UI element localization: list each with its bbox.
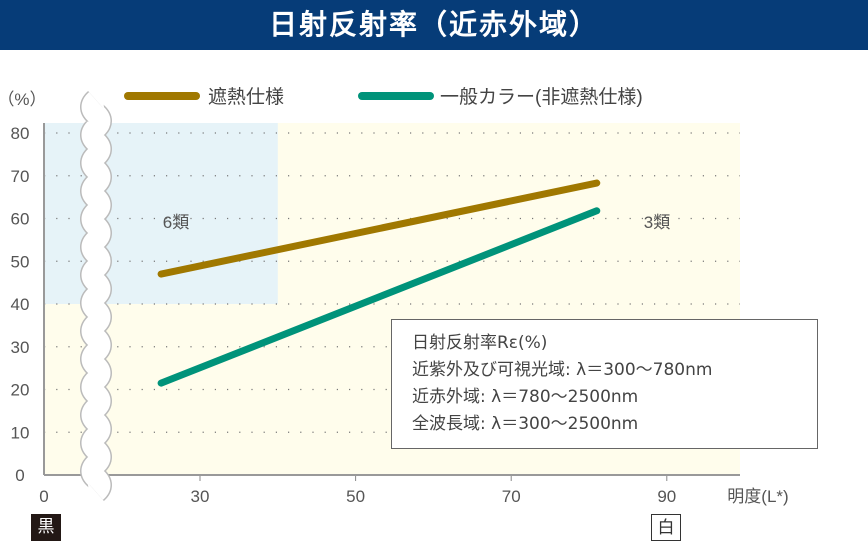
region-label-6: 6類 [163,213,189,232]
y-tick-label: 30 [11,338,30,357]
legend-label-normal: 一般カラー(非遮熱仕様) [440,86,643,108]
annotation-box: 日射反射率Rε(%) 近紫外及び可視光域: λ＝300〜780nm 近赤外域: … [391,319,818,449]
x-tick-label: 90 [657,487,676,506]
y-tick-label: 60 [11,210,30,229]
x-tick-label: 50 [346,487,365,506]
x-tick-label: 70 [502,487,521,506]
white-label: 白 [651,514,681,541]
series-line-1 [157,207,601,387]
series-line-0 [157,179,601,278]
y-axis-unit: （%） [0,90,47,109]
legend-label-heat: 遮熱仕様 [208,86,284,108]
y-tick-label: 80 [11,124,30,143]
annotation-line: 全波長域: λ＝300〜2500nm [412,414,639,434]
region-label-3: 3類 [644,213,670,232]
x-tick-label: 0 [39,487,48,506]
annotation-line: 近赤外域: λ＝780〜2500nm [412,387,639,407]
x-axis-label: 明度(L*) [727,487,788,506]
y-tick-label: 20 [11,381,30,400]
y-tick-label: 70 [11,167,30,186]
annotation-line: 近紫外及び可視光域: λ＝300〜780nm [412,360,713,380]
y-tick-label: 0 [15,466,24,485]
y-tick-label: 10 [11,423,30,442]
chart-title: 日射反射率（近赤外域） [0,0,868,50]
axis-break-fill [81,92,111,500]
annotation-line: 日射反射率Rε(%) [412,333,548,353]
x-tick-label: 30 [191,487,210,506]
black-label: 黒 [31,514,61,541]
y-tick-label: 40 [11,295,30,314]
y-tick-label: 50 [11,252,30,271]
